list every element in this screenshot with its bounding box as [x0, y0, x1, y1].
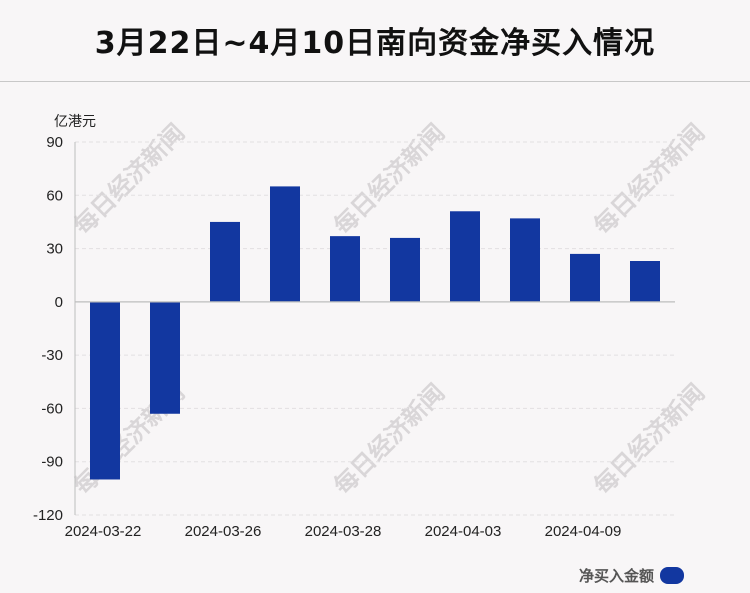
title-divider: [0, 81, 750, 82]
bar: [450, 211, 480, 302]
bar: [270, 186, 300, 302]
bar: [90, 301, 120, 480]
y-tick-label: 90: [46, 134, 63, 151]
watermark-text: 每日经济新闻: [329, 379, 451, 501]
x-tick-label: 2024-03-28: [305, 523, 382, 540]
watermark-text: 每日经济新闻: [589, 119, 711, 241]
x-tick-label: 2024-04-03: [425, 523, 502, 540]
bar: [510, 218, 540, 302]
y-tick-label: 30: [46, 241, 63, 258]
bar: [330, 236, 360, 302]
bar: [150, 301, 180, 414]
watermark-text: 每日经济新闻: [69, 119, 191, 241]
bar: [570, 253, 600, 302]
watermark-text: 每日经济新闻: [329, 119, 451, 241]
y-tick-label: -60: [41, 400, 63, 417]
chart-title: 3月22日~4月10日南向资金净买入情况: [94, 26, 656, 61]
x-tick-label: 2024-03-22: [65, 523, 142, 540]
bar: [390, 237, 420, 302]
y-axis-unit-label: 亿港元: [54, 114, 96, 130]
watermark-text: 每日经济新闻: [589, 379, 711, 501]
y-tick-label: 60: [46, 187, 63, 204]
legend-label: 净买入金额: [578, 567, 654, 585]
x-tick-label: 2024-04-09: [545, 523, 622, 540]
y-tick-label: -120: [33, 507, 63, 524]
legend-swatch: [660, 567, 684, 584]
legend: 净买入金额: [579, 565, 684, 586]
y-tick-label: 0: [55, 294, 63, 311]
bar: [630, 261, 660, 302]
y-tick-label: -30: [41, 347, 63, 364]
bar: [210, 221, 240, 302]
x-tick-label: 2024-03-26: [185, 523, 262, 540]
y-tick-label: -90: [41, 454, 63, 471]
